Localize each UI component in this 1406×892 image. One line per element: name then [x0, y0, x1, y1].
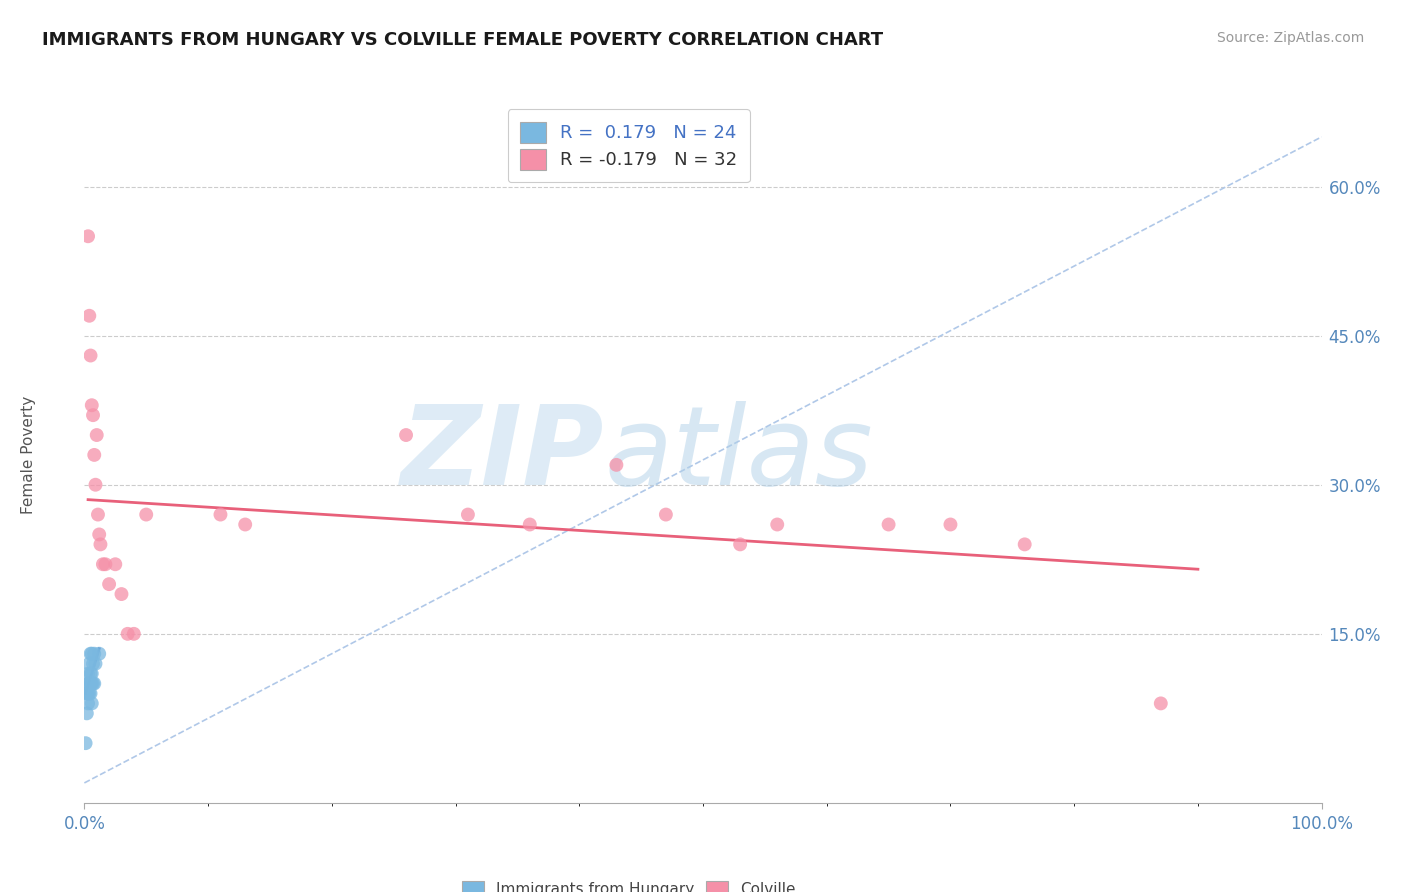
- Point: [80, 666, 103, 681]
- Point: [117, 627, 139, 641]
- Point: [79, 657, 101, 671]
- Point: [655, 508, 678, 522]
- Point: [80, 647, 103, 661]
- Point: [77, 229, 100, 244]
- Point: [79, 349, 101, 363]
- Point: [209, 508, 232, 522]
- Point: [79, 686, 101, 700]
- Point: [86, 428, 108, 442]
- Text: atlas: atlas: [605, 401, 873, 508]
- Point: [77, 686, 100, 700]
- Legend: Immigrants from Hungary, Colville: Immigrants from Hungary, Colville: [454, 873, 803, 892]
- Point: [77, 697, 100, 711]
- Point: [75, 736, 97, 750]
- Point: [82, 408, 104, 422]
- Point: [605, 458, 627, 472]
- Point: [766, 517, 789, 532]
- Point: [395, 428, 418, 442]
- Point: [80, 676, 103, 690]
- Point: [79, 647, 101, 661]
- Point: [1150, 697, 1173, 711]
- Point: [233, 517, 256, 532]
- Point: [122, 627, 145, 641]
- Point: [83, 676, 105, 690]
- Point: [91, 558, 114, 572]
- Point: [728, 537, 751, 551]
- Point: [79, 309, 101, 323]
- Point: [83, 647, 105, 661]
- Text: ZIP: ZIP: [401, 401, 605, 508]
- Point: [77, 666, 100, 681]
- Point: [87, 508, 110, 522]
- Point: [1014, 537, 1036, 551]
- Point: [79, 676, 101, 690]
- Point: [79, 686, 101, 700]
- Point: [77, 676, 100, 690]
- Point: [135, 508, 157, 522]
- Point: [76, 706, 98, 721]
- Point: [80, 697, 103, 711]
- Point: [79, 676, 101, 690]
- Point: [84, 657, 107, 671]
- Point: [82, 657, 104, 671]
- Text: IMMIGRANTS FROM HUNGARY VS COLVILLE FEMALE POVERTY CORRELATION CHART: IMMIGRANTS FROM HUNGARY VS COLVILLE FEMA…: [42, 31, 883, 49]
- Point: [457, 508, 479, 522]
- Point: [110, 587, 132, 601]
- Point: [89, 647, 111, 661]
- Text: Source: ZipAtlas.com: Source: ZipAtlas.com: [1216, 31, 1364, 45]
- Point: [80, 398, 103, 412]
- Point: [89, 527, 111, 541]
- Point: [94, 558, 117, 572]
- Point: [79, 666, 101, 681]
- Point: [877, 517, 900, 532]
- Point: [89, 537, 111, 551]
- Text: Female Poverty: Female Poverty: [21, 396, 37, 514]
- Point: [519, 517, 541, 532]
- Point: [939, 517, 962, 532]
- Point: [98, 577, 121, 591]
- Point: [104, 558, 127, 572]
- Point: [82, 676, 104, 690]
- Point: [84, 477, 107, 491]
- Point: [83, 448, 105, 462]
- Point: [76, 686, 98, 700]
